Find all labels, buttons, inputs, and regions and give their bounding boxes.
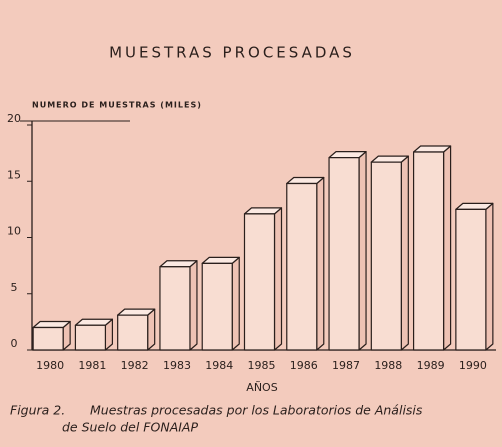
bar-front — [74, 324, 107, 351]
bar-front — [243, 213, 276, 351]
bar-top — [412, 145, 452, 153]
x-tick-label: 1989 — [417, 359, 445, 372]
bar-side — [358, 151, 367, 351]
caption-label: Figura 2. — [10, 403, 65, 418]
bar-top — [286, 176, 325, 185]
bar-top — [32, 320, 71, 329]
bar-front — [286, 182, 318, 351]
bar-front — [201, 262, 233, 351]
bar — [286, 176, 325, 351]
bar-front — [328, 157, 360, 351]
bar-side — [273, 207, 283, 351]
bar-top — [201, 256, 240, 264]
bar — [159, 260, 198, 351]
bar-front — [117, 314, 149, 351]
bar-side — [316, 176, 325, 351]
bar — [74, 318, 114, 351]
x-tick-label: 1990 — [459, 359, 487, 372]
bar-side — [442, 145, 452, 351]
bar-side — [147, 308, 156, 351]
bar-top — [455, 202, 494, 210]
x-tick-label: 1981 — [78, 359, 106, 372]
y-tick-label: 0 — [11, 337, 18, 350]
caption-line: Muestras procesadas por los Laboratorios… — [90, 403, 423, 418]
bar-side — [231, 256, 240, 351]
y-tick-label: 5 — [11, 281, 18, 294]
bar — [117, 308, 156, 351]
bar-front — [370, 161, 402, 351]
y-tick-label: 20 — [7, 112, 21, 125]
bar — [243, 207, 283, 351]
bar — [412, 145, 452, 351]
bar-front — [32, 326, 64, 351]
x-tick-label: 1984 — [205, 359, 233, 372]
bar-top — [159, 260, 198, 268]
y-tick-label: 15 — [7, 168, 21, 181]
bar-side — [400, 155, 409, 351]
caption-line: de Suelo del FONAIAP — [62, 420, 198, 435]
bar — [328, 151, 367, 351]
x-tick-label: 1988 — [374, 359, 402, 372]
x-tick-label: 1986 — [290, 359, 318, 372]
chart-title: MUESTRAS PROCESADAS — [109, 44, 355, 62]
bar-top — [74, 318, 114, 326]
x-tick-label: 1982 — [121, 359, 149, 372]
bar-front — [159, 266, 191, 351]
bar-top — [243, 207, 283, 215]
bar-side — [485, 202, 494, 351]
bar-side — [189, 260, 198, 351]
bar-front — [455, 208, 487, 351]
x-tick-label: 1983 — [163, 359, 191, 372]
y-tick-label: 10 — [7, 225, 21, 238]
bar-top — [328, 151, 367, 159]
bar — [201, 256, 240, 351]
x-tick-label: 1987 — [332, 359, 360, 372]
bar — [370, 155, 409, 351]
y-axis-label: NUMERO DE MUESTRAS (MILES) — [32, 101, 202, 110]
bar — [32, 320, 71, 351]
bar-front — [412, 151, 445, 351]
x-tick-label: 1985 — [248, 359, 276, 372]
x-tick-label: 1980 — [36, 359, 64, 372]
bar — [455, 202, 494, 351]
bar-top — [370, 155, 409, 163]
x-axis-label: AÑOS — [246, 381, 277, 394]
bar-top — [117, 308, 156, 316]
